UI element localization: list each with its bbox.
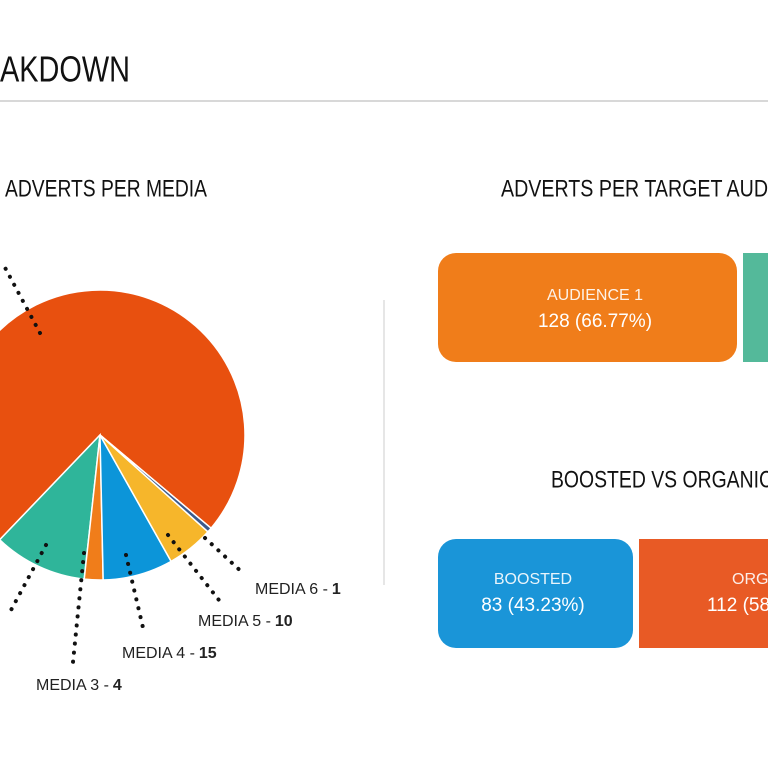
segment-label: ORGA (732, 571, 768, 588)
leader-line (166, 533, 224, 606)
audience-segment (438, 253, 737, 362)
section-title: ADVERTS PER MEDIA (5, 175, 207, 202)
segment-label: BOOSTED (494, 571, 572, 588)
slice-value: 1 (332, 581, 341, 598)
slice-name: MEDIA 5 - (198, 613, 271, 630)
slice-name: MEDIA 6 - (255, 581, 328, 598)
pie-slice (99, 434, 213, 533)
page-title: AKDOWN (0, 49, 130, 90)
slice-label: MEDIA 6 -1 (255, 581, 341, 598)
section-title: BOOSTED VS ORGANIC (551, 466, 768, 493)
boosted-segment (438, 539, 633, 648)
leader-line (8, 543, 48, 614)
slice-value: 10 (275, 613, 293, 630)
slice-label: MEDIA 4 -15 (122, 645, 217, 662)
slice-name: MEDIA 3 - (36, 677, 109, 694)
segment-value: 112 (58 (707, 595, 768, 616)
segment-value: 128 (66.77%) (538, 311, 652, 332)
slice-value: 4 (113, 677, 122, 694)
slice-label: MEDIA 3 -4 (36, 677, 122, 694)
slice-value: 15 (199, 645, 217, 662)
pie-chart (0, 289, 246, 581)
slice-label: MEDIA 5 -10 (198, 613, 293, 630)
audience-segment (743, 253, 768, 362)
section-title: ADVERTS PER TARGET AUD (501, 175, 768, 202)
segment-value: 83 (43.23%) (481, 595, 585, 616)
slice-name: MEDIA 4 - (122, 645, 195, 662)
leader-line (203, 536, 247, 577)
leader-lines (0, 260, 247, 664)
segment-label: AUDIENCE 1 (547, 287, 643, 304)
pie-slice (0, 289, 246, 541)
leader-line (71, 551, 86, 664)
organic-segment (639, 539, 768, 648)
